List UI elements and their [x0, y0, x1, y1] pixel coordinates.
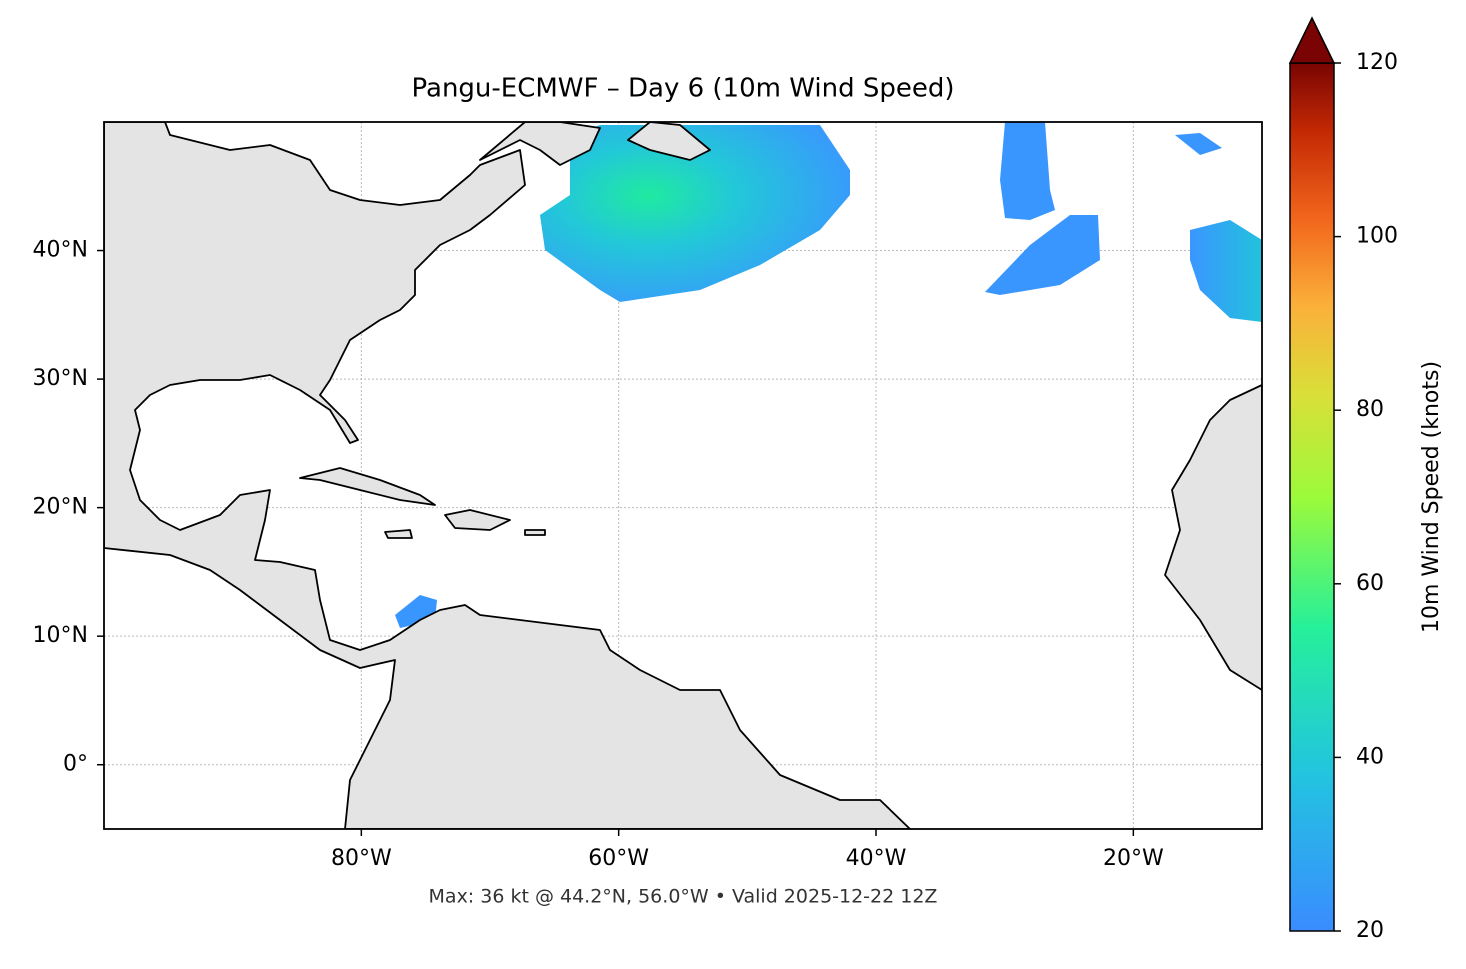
x-tick-label: 80°W	[331, 846, 392, 871]
map	[104, 122, 1262, 829]
wind-area	[1190, 220, 1262, 322]
x-tick-label: 40°W	[846, 846, 907, 871]
land	[104, 122, 911, 829]
colorbar-extension	[1288, 16, 1336, 64]
colorbar-tick-label: 40	[1356, 744, 1384, 769]
colorbar-tick-label: 60	[1356, 571, 1384, 596]
x-tick-label: 60°W	[588, 846, 649, 871]
land	[299, 467, 436, 506]
x-tick-label: 20°W	[1103, 846, 1164, 871]
land	[1164, 384, 1262, 691]
map-frame	[103, 121, 1263, 830]
land	[524, 529, 546, 536]
land	[627, 122, 711, 161]
y-tick-label: 10°N	[33, 623, 88, 648]
colorbar-tick-label: 120	[1356, 50, 1398, 75]
y-tick-label: 40°N	[33, 238, 88, 263]
wind-area	[1175, 133, 1222, 155]
colorbar-label: 10m Wind Speed (knots)	[1419, 361, 1444, 633]
wind-area	[985, 215, 1100, 295]
colorbar-tick-label: 20	[1356, 918, 1384, 943]
y-tick-label: 0°	[63, 752, 88, 777]
land	[384, 529, 413, 539]
wind-area	[1000, 122, 1055, 220]
land	[444, 509, 511, 531]
y-tick-label: 20°N	[33, 495, 88, 520]
chart-title: Pangu-ECMWF – Day 6 (10m Wind Speed)	[412, 74, 955, 104]
annotation: Max: 36 kt @ 44.2°N, 56.0°W • Valid 2025…	[429, 886, 938, 908]
colorbar	[1289, 62, 1335, 932]
colorbar-tick-label: 100	[1356, 224, 1398, 249]
wind-area	[540, 125, 850, 302]
land	[479, 122, 601, 166]
y-tick-label: 30°N	[33, 366, 88, 391]
colorbar-tick-label: 80	[1356, 397, 1384, 422]
